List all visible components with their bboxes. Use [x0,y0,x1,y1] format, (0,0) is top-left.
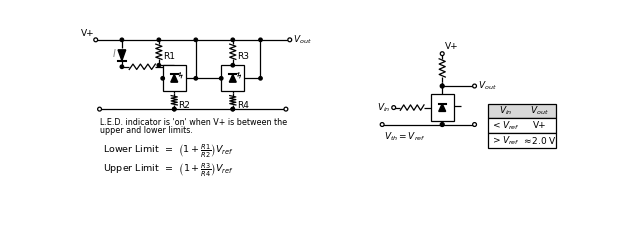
Circle shape [120,65,124,68]
Circle shape [259,38,262,42]
Circle shape [392,106,395,110]
Circle shape [473,84,476,88]
Circle shape [284,107,288,111]
Text: V+: V+ [82,29,95,38]
Text: $V_{th} = V_{ref}$: $V_{th} = V_{ref}$ [384,131,425,143]
Text: R2: R2 [178,101,190,110]
Text: $V_{out}$: $V_{out}$ [530,105,548,117]
Bar [162,65,186,91]
Circle shape [231,64,234,67]
Text: $< V_{ref}$: $< V_{ref}$ [491,119,520,132]
Text: R1: R1 [162,52,175,61]
Circle shape [440,123,444,126]
Circle shape [120,38,124,42]
Text: $V_{out}$: $V_{out}$ [293,34,311,46]
Text: $V_{out}$: $V_{out}$ [478,80,496,92]
Circle shape [173,107,176,111]
Circle shape [440,52,444,56]
Circle shape [259,77,262,80]
Bar [431,94,454,121]
Text: V+: V+ [444,42,458,51]
Text: Lower Limit  =  $\left(1 + \frac{R1}{R2}\right) V_{ref}$: Lower Limit = $\left(1 + \frac{R1}{R2}\r… [103,142,234,159]
Text: $V_{in}$: $V_{in}$ [499,105,512,117]
Circle shape [473,123,476,126]
Text: $\approx\!2.0$ V: $\approx\!2.0$ V [522,135,557,146]
Circle shape [440,84,444,88]
Text: R3: R3 [237,52,248,61]
Circle shape [194,77,198,80]
Bar [489,118,556,133]
Text: I: I [113,49,116,59]
Circle shape [380,123,384,126]
Circle shape [94,38,98,42]
Text: V+: V+ [532,121,546,130]
Circle shape [231,38,234,42]
Circle shape [173,107,176,111]
Circle shape [161,77,164,80]
Circle shape [288,38,291,42]
Circle shape [220,77,223,80]
Polygon shape [229,75,236,82]
Polygon shape [118,50,126,60]
Text: Upper Limit  =  $\left(1 + \frac{R3}{R4}\right) V_{ref}$: Upper Limit = $\left(1 + \frac{R3}{R4}\r… [103,161,234,178]
Text: $V_{in}$: $V_{in}$ [377,101,390,114]
Circle shape [231,107,234,111]
Text: $> V_{ref}$: $> V_{ref}$ [491,134,520,147]
Text: L.E.D. indicator is 'on' when V+ is between the: L.E.D. indicator is 'on' when V+ is betw… [100,118,287,127]
Bar [489,104,556,118]
Circle shape [231,107,234,111]
Text: R4: R4 [237,101,248,110]
Circle shape [194,38,198,42]
Polygon shape [438,104,446,111]
Polygon shape [171,75,178,82]
Circle shape [157,64,160,67]
Circle shape [98,107,101,111]
Bar [489,133,556,148]
Bar [221,65,245,91]
Text: upper and lower limits.: upper and lower limits. [100,126,193,135]
Circle shape [157,38,160,42]
